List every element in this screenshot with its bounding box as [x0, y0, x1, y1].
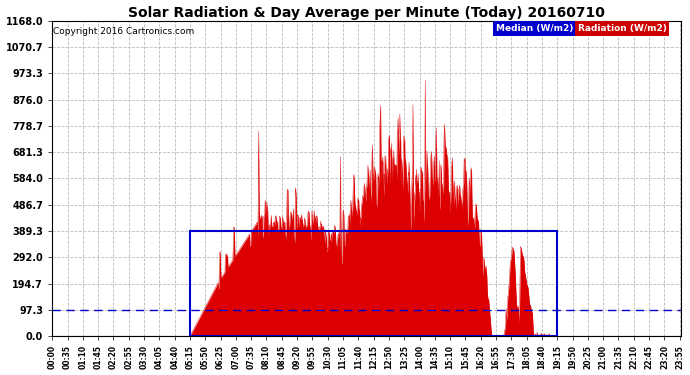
Text: Radiation (W/m2): Radiation (W/m2) [578, 24, 667, 33]
Title: Solar Radiation & Day Average per Minute (Today) 20160710: Solar Radiation & Day Average per Minute… [128, 6, 605, 20]
Text: Median (W/m2): Median (W/m2) [496, 24, 573, 33]
Text: Copyright 2016 Cartronics.com: Copyright 2016 Cartronics.com [53, 27, 195, 36]
Bar [190, 231, 558, 336]
